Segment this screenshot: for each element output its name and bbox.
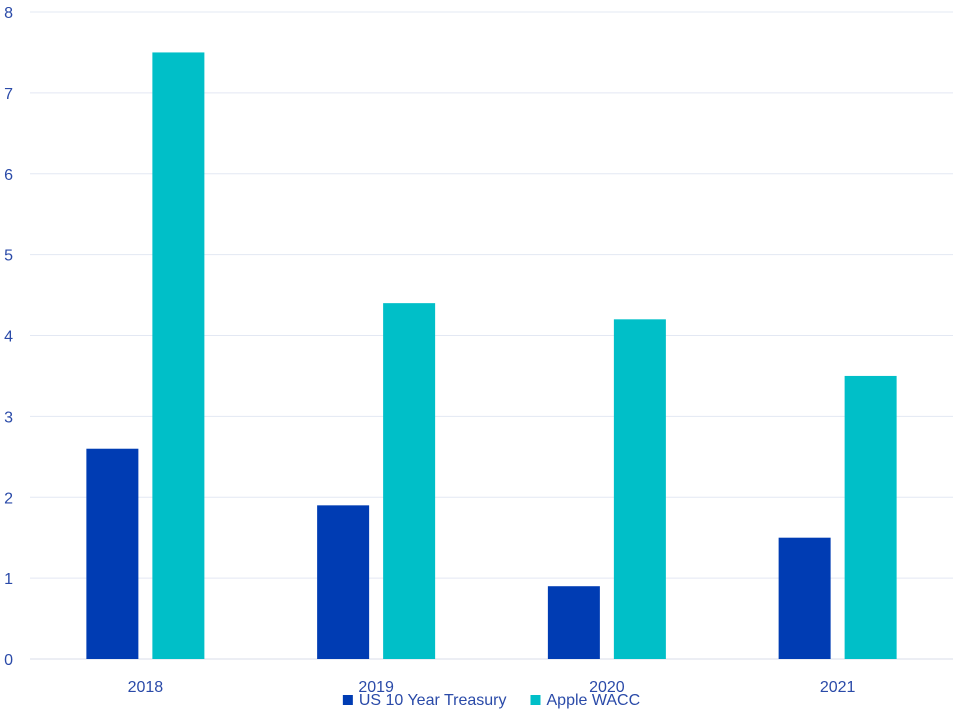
bar-apple-wacc-2021 (844, 375, 897, 659)
x-tick-label: 2018 (128, 679, 164, 696)
y-axis-ticks: 0 1 2 3 4 5 6 7 8 (4, 5, 13, 669)
y-tick-label: 0 (4, 652, 13, 669)
bar-apple-wacc-2019 (383, 303, 436, 659)
legend-item: Apple WACC (530, 692, 640, 709)
legend-swatch (342, 695, 353, 705)
bar-apple-wacc-2020 (613, 319, 666, 659)
legend-label: US 10 Year Treasury (359, 692, 507, 709)
y-tick-label: 4 (4, 329, 13, 346)
legend-item: US 10 Year Treasury (342, 692, 507, 709)
bars (86, 52, 897, 659)
legend-label: Apple WACC (546, 692, 640, 709)
bar-us-10-year-treasury-2020 (547, 586, 600, 659)
x-axis-ticks: 2018 2019 2020 2021 (128, 679, 856, 696)
y-tick-label: 8 (4, 5, 13, 22)
y-tick-label: 2 (4, 490, 13, 507)
y-tick-label: 5 (4, 248, 13, 265)
legend: US 10 Year Treasury Apple WACC (342, 692, 640, 709)
legend-swatch (530, 695, 541, 705)
x-tick-label: 2020 (589, 679, 625, 696)
x-tick-label: 2021 (820, 679, 856, 696)
y-tick-label: 7 (4, 86, 13, 103)
y-tick-label: 3 (4, 409, 13, 426)
bar-us-10-year-treasury-2019 (317, 505, 370, 659)
y-tick-label: 6 (4, 167, 13, 184)
bar-us-10-year-treasury-2018 (86, 448, 139, 659)
bar-us-10-year-treasury-2021 (778, 537, 831, 659)
y-tick-label: 1 (4, 571, 13, 588)
x-tick-label: 2019 (358, 679, 394, 696)
bar-apple-wacc-2018 (152, 52, 205, 659)
